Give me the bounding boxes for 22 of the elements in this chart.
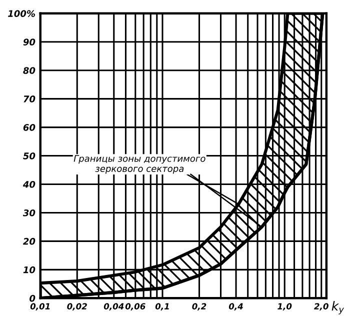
- x-tick-label: 0,01: [30, 303, 50, 311]
- y-tick-label: 70: [24, 96, 36, 102]
- x-tick-label: 0,06: [125, 303, 146, 311]
- y-tick-label: 50: [23, 152, 36, 160]
- x-tick-label: 2,0: [314, 303, 328, 311]
- x-tick-label: 0,2: [192, 303, 206, 311]
- y-tick-label: 30: [22, 209, 36, 216]
- y-tick-label: 60: [23, 124, 36, 131]
- x-tick-label: 0,4: [228, 303, 243, 311]
- x-tick-label: 0,02: [67, 303, 87, 311]
- y-tick-label: 90: [23, 38, 36, 46]
- y-tick-label: 0: [30, 294, 36, 302]
- y-tick-label: 20: [23, 238, 36, 245]
- y-tick-label: 10: [23, 266, 36, 274]
- x-tick-label: 1,0: [278, 303, 292, 311]
- annotation: Границы зоны допустимого зеркового сектора: [74, 155, 206, 174]
- y-tick-label: 40: [22, 180, 36, 188]
- x-tick-label: 0,04: [104, 303, 124, 311]
- x-tick-label: 0,1: [155, 303, 169, 311]
- y-tick-label: 80: [23, 67, 36, 74]
- x-axis-title: k$_{у}$: [332, 300, 344, 314]
- y-tick-label: 100%: [8, 10, 36, 17]
